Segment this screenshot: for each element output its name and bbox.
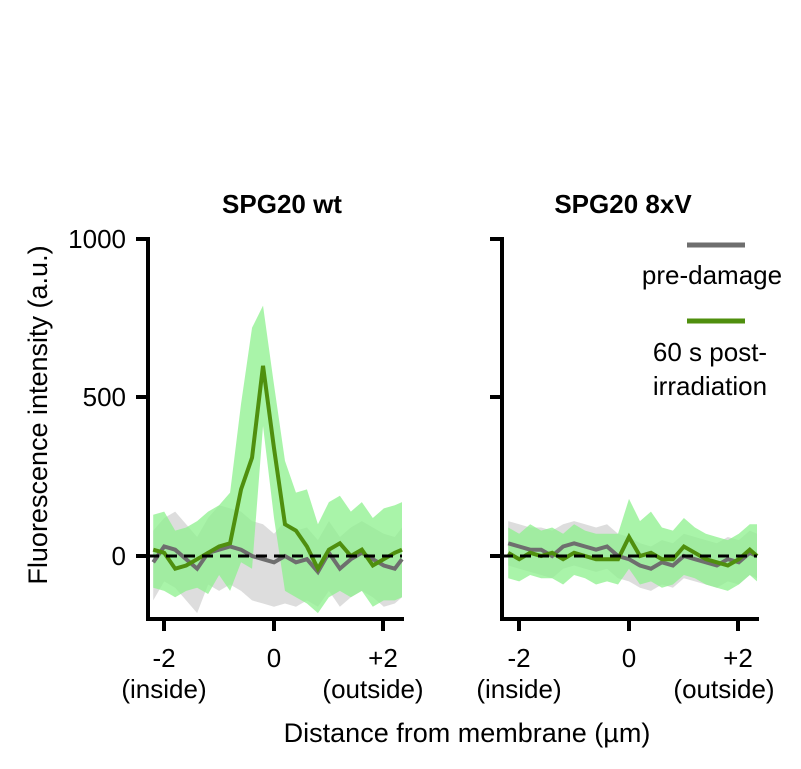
x-tick-label-0-8xv: 0 <box>622 643 636 673</box>
x-sub-inside-wt: (inside) <box>121 674 206 704</box>
panel-spg20-8xv: SPG20 8xV -2 0 +2 (inside) (outside) pre… <box>476 189 782 704</box>
x-tick-label-0-wt: 0 <box>267 643 281 673</box>
line-60-s-post-irradiation-wt <box>152 365 403 573</box>
legend-label-pre-damage: pre-damage <box>642 260 782 290</box>
y-tick-label-1000: 1000 <box>68 224 126 254</box>
lines-wt <box>151 365 404 576</box>
x-ticks-8xv: -2 0 +2 (inside) (outside) <box>476 619 775 704</box>
legend: pre-damage 60 s post- irradiation <box>642 242 782 401</box>
x-sub-outside-8xv: (outside) <box>673 674 774 704</box>
y-tick-label-0: 0 <box>112 541 126 571</box>
panel-spg20-wt: SPG20 wt 1000 500 0 -2 0 +2 (inside) (ou… <box>68 189 423 704</box>
x-sub-outside-wt: (outside) <box>322 674 423 704</box>
lines-8xv <box>507 532 759 571</box>
x-sub-inside-8xv: (inside) <box>476 674 561 704</box>
x-tick-label-minus2-wt: -2 <box>152 643 175 673</box>
legend-label-post-irradiation-line2: irradiation <box>653 371 767 401</box>
x-ticks-wt: -2 0 +2 (inside) (outside) <box>121 619 424 704</box>
panel-title-wt: SPG20 wt <box>222 189 342 219</box>
x-tick-label-plus2-wt: +2 <box>368 643 398 673</box>
panel-title-8xv: SPG20 8xV <box>554 189 692 219</box>
y-ticks-8xv <box>490 237 502 558</box>
legend-label-post-irradiation-line1: 60 s post- <box>653 337 767 367</box>
x-tick-label-minus2-8xv: -2 <box>507 643 530 673</box>
y-tick-label-500: 500 <box>83 382 126 412</box>
y-ticks-wt: 1000 500 0 <box>68 224 148 571</box>
line-60-s-post-irradiation-8xv <box>507 532 759 568</box>
x-axis-title: Distance from membrane (µm) <box>284 718 651 748</box>
y-axis-title: Fluorescence intensity (a.u.) <box>23 245 53 584</box>
x-tick-label-plus2-8xv: +2 <box>723 643 753 673</box>
